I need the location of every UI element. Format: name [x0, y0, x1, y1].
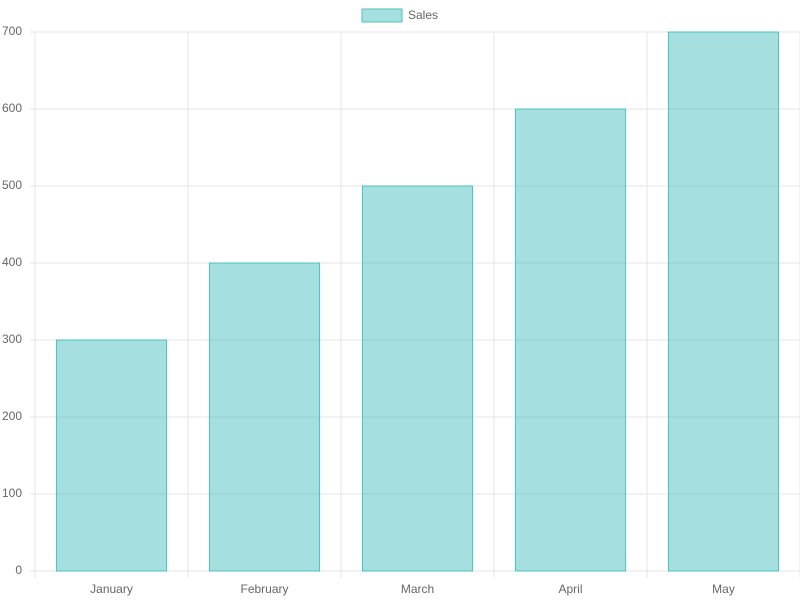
y-tick-label: 500	[2, 178, 22, 192]
x-tick-label: February	[240, 582, 288, 596]
bar	[514, 108, 627, 572]
y-tick-label: 400	[2, 255, 22, 269]
y-tick-label: 600	[2, 101, 22, 115]
legend-label[interactable]: Sales	[408, 8, 438, 22]
y-tick-label: 200	[2, 409, 22, 423]
legend-swatch[interactable]	[361, 8, 403, 23]
bar	[208, 262, 321, 572]
x-tick-label: March	[401, 582, 434, 596]
bar	[361, 185, 474, 572]
bar	[55, 339, 168, 572]
x-tick-label: May	[712, 582, 735, 596]
bar	[667, 31, 780, 572]
y-tick-label: 0	[15, 563, 22, 577]
y-tick-label: 100	[2, 486, 22, 500]
x-tick-label: January	[90, 582, 133, 596]
y-tick-label: 300	[2, 332, 22, 346]
x-tick-label: April	[558, 582, 582, 596]
y-tick-label: 700	[2, 24, 22, 38]
